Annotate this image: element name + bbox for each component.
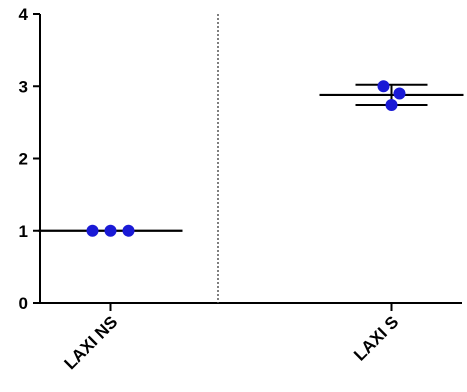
y-tick-label: 1 <box>19 222 28 241</box>
data-point <box>385 99 398 112</box>
x-category-label: LAXI S <box>350 312 402 364</box>
group-laxi-ns <box>38 224 183 237</box>
y-tick-label: 4 <box>19 5 29 24</box>
data-point <box>377 80 390 93</box>
data-point <box>122 224 135 237</box>
x-category-label: LAXI NS <box>60 312 121 373</box>
y-tick-label: 2 <box>19 150 28 169</box>
data-point <box>104 224 117 237</box>
data-groups <box>38 80 464 237</box>
group-laxi-s <box>319 80 464 112</box>
y-tick-label: 3 <box>19 77 28 96</box>
y-tick-label: 0 <box>19 294 28 313</box>
x-axis: LAXI NS LAXI S <box>40 302 462 373</box>
data-point <box>86 224 99 237</box>
data-point <box>393 87 406 100</box>
y-axis: 0 1 2 3 4 <box>19 5 41 313</box>
